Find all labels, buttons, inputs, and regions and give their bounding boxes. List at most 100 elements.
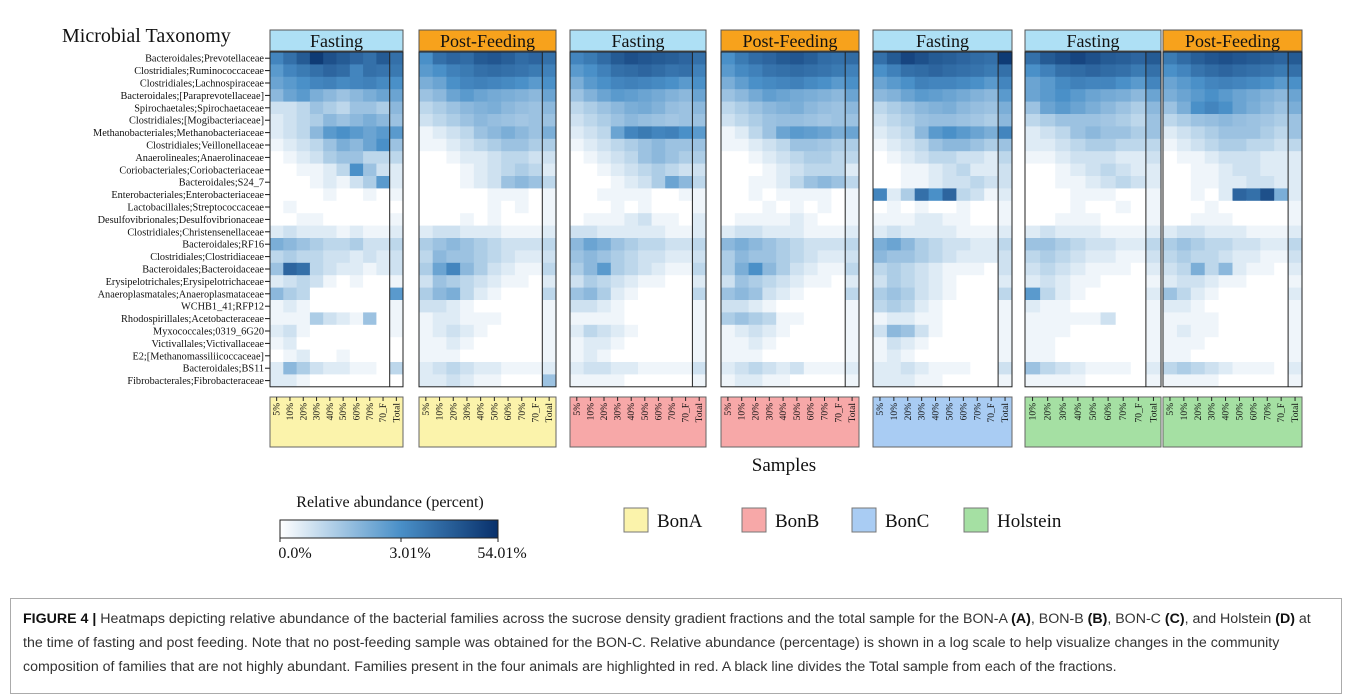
heatmap-cell xyxy=(692,151,707,164)
heatmap-cell xyxy=(998,176,1013,189)
heatmap-cell xyxy=(624,114,639,127)
heatmap-cell xyxy=(336,76,351,90)
heatmap-cell xyxy=(283,324,297,338)
heatmap-cell xyxy=(1274,238,1289,251)
heatmap-cell xyxy=(1218,101,1233,115)
heatmap-cell xyxy=(270,238,284,251)
heatmap-cell xyxy=(432,225,447,239)
heatmap-cell xyxy=(542,275,557,288)
heatmap-cell xyxy=(790,64,805,78)
heatmap-cell xyxy=(998,151,1013,164)
heatmap-cell xyxy=(665,300,680,313)
heatmap-cell xyxy=(542,176,557,189)
heatmap-cell xyxy=(528,262,543,276)
heatmap-cell xyxy=(610,300,625,313)
heatmap-cell xyxy=(1232,275,1247,288)
heatmap-cell xyxy=(610,151,625,164)
heatmap-cell xyxy=(473,114,488,127)
heatmap-cell xyxy=(270,151,284,164)
sample-label: 70_F xyxy=(379,403,389,423)
heatmap-cell xyxy=(283,374,297,388)
sample-label: 5% xyxy=(422,403,432,416)
heatmap-cell xyxy=(984,225,999,239)
heatmap-cell xyxy=(873,337,888,350)
heatmap-cell xyxy=(734,262,749,276)
heatmap-cell xyxy=(734,64,749,78)
heatmap-cell xyxy=(1085,324,1101,338)
caption-panel-ref: (D) xyxy=(1275,611,1295,627)
heatmap-cell xyxy=(1274,262,1289,276)
heatmap-cell xyxy=(900,52,916,65)
heatmap-cell xyxy=(309,337,324,350)
heatmap-cell xyxy=(1025,287,1041,301)
heatmap-cell xyxy=(928,337,943,350)
heatmap-cell xyxy=(845,64,860,78)
heatmap-cell xyxy=(323,300,337,313)
heatmap-cell xyxy=(487,126,502,140)
heatmap-cell xyxy=(296,324,311,338)
heatmap-cell xyxy=(1130,101,1147,115)
heatmap-cell xyxy=(309,188,324,202)
state-header xyxy=(720,29,860,52)
heatmap-cell xyxy=(1145,101,1162,115)
heatmap-cell xyxy=(1163,312,1178,326)
heatmap-cell xyxy=(845,52,860,65)
heatmap-cell xyxy=(984,262,999,276)
heatmap-cell xyxy=(1218,114,1233,127)
heatmap-cell xyxy=(817,312,832,326)
heatmap-cell xyxy=(460,163,475,177)
heatmap-cell xyxy=(803,374,818,388)
heatmap-cell xyxy=(845,324,860,338)
heatmap-cell xyxy=(914,275,929,288)
heatmap-cell xyxy=(514,324,529,338)
heatmap-cell xyxy=(1190,151,1206,164)
heatmap-cell xyxy=(1055,337,1071,350)
heatmap-cell xyxy=(597,300,612,313)
heatmap-cell xyxy=(1040,312,1056,326)
heatmap-cell xyxy=(956,101,971,115)
heatmap-cell xyxy=(309,200,324,214)
heatmap-cell xyxy=(363,64,377,78)
heatmap-cell xyxy=(1130,374,1147,388)
heatmap-cell xyxy=(942,300,957,313)
heatmap-cell xyxy=(270,138,284,152)
family-label: Desulfovibrionales;Desulfovibrionaceae xyxy=(98,215,265,226)
heatmap-cell xyxy=(984,374,999,388)
heatmap-cell xyxy=(1218,188,1233,202)
heatmap-cell xyxy=(624,225,639,239)
heatmap-cell xyxy=(914,262,929,276)
heatmap-cell xyxy=(831,312,846,326)
heatmap-cell xyxy=(528,151,543,164)
heatmap-cell xyxy=(1100,349,1117,363)
heatmap-cell xyxy=(446,176,461,189)
heatmap-cell xyxy=(624,287,639,301)
heatmap-cell xyxy=(1246,312,1261,326)
legend-swatch xyxy=(851,507,877,533)
color-scale-min-label: 0.0% xyxy=(278,545,311,562)
heatmap-cell xyxy=(831,101,846,115)
heatmap-cell xyxy=(1232,324,1247,338)
heatmap-cell xyxy=(270,287,284,301)
heatmap-cell xyxy=(1130,250,1147,264)
heatmap-cell xyxy=(914,349,929,363)
heatmap-cell xyxy=(1145,114,1162,127)
heatmap-cell xyxy=(831,250,846,264)
heatmap-cell xyxy=(460,89,475,102)
heatmap-cell xyxy=(1040,188,1056,202)
heatmap-cell xyxy=(1218,225,1233,239)
heatmap-cell xyxy=(446,126,461,140)
heatmap-cell xyxy=(678,151,693,164)
heatmap-cell xyxy=(886,349,902,363)
family-label: Myxococcales;0319_6G20 xyxy=(153,327,264,338)
heatmap-cell xyxy=(984,324,999,338)
heatmap-cell xyxy=(1085,176,1101,189)
heatmap-cell xyxy=(956,238,971,251)
heatmap-cell xyxy=(624,126,639,140)
sample-label: 5% xyxy=(876,403,886,416)
heatmap-cell xyxy=(487,225,502,239)
heatmap-cell xyxy=(473,64,488,78)
heatmap-cell xyxy=(1288,163,1303,177)
sample-label: 40% xyxy=(1074,403,1084,421)
heatmap-cell xyxy=(817,188,832,202)
sample-label: Total xyxy=(695,403,705,423)
